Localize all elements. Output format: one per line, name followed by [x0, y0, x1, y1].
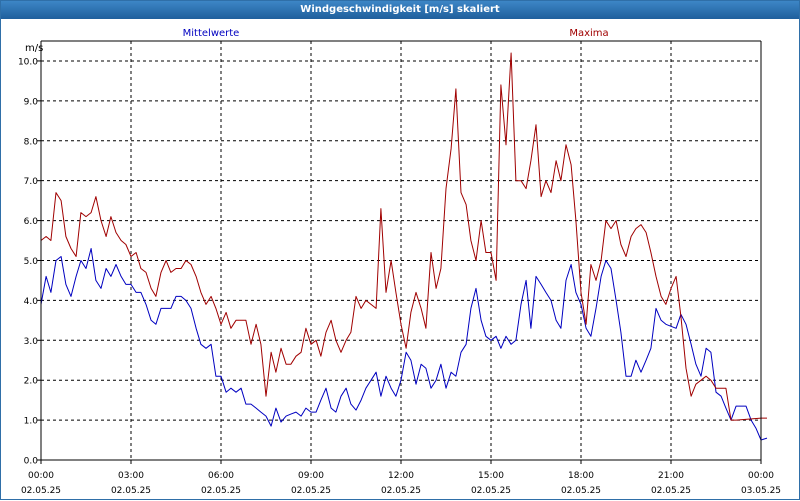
series-line-mittelwerte: [40, 248, 768, 441]
y-axis-unit: m/s: [25, 43, 43, 54]
x-tick-date: 03.05.25: [741, 486, 781, 496]
axes: 0.0 1.0 2.0 3.0 4.0 5.0 6.0 7.0 8.0 9.0 10.0 00:00 0…: [18, 40, 781, 496]
x-tick-time: 06:00: [208, 471, 234, 481]
y-tick-label: 9.0: [24, 97, 39, 107]
x-tick-date: 02.05.25: [111, 486, 151, 496]
x-tick-time: 00:00: [28, 471, 54, 481]
legend-mittelwerte: Mittelwerte: [183, 28, 240, 39]
x-tick-time: 03:00: [118, 471, 144, 481]
y-tick-label: 0.0: [24, 457, 39, 467]
x-tick-date: 02.05.25: [21, 486, 61, 496]
y-tick-label: 10.0: [18, 57, 38, 67]
x-tick-date: 02.05.25: [291, 486, 331, 496]
x-tick-date: 02.05.25: [471, 486, 511, 496]
y-tick-label: 3.0: [24, 337, 39, 347]
series-layer: [40, 52, 768, 441]
x-tick-time: 12:00: [388, 471, 414, 481]
y-tick-label: 8.0: [24, 137, 39, 147]
series-line-maxima: [40, 52, 767, 421]
grid: [41, 41, 761, 460]
y-tick-label: 5.0: [24, 257, 39, 267]
window-title: Windgeschwindigkeit [m/s] skaliert: [1, 1, 799, 19]
y-tick-label: 6.0: [24, 217, 39, 227]
x-tick-date: 02.05.25: [381, 486, 421, 496]
legend-maxima: Maxima: [569, 28, 608, 39]
x-tick-time: 15:00: [478, 471, 504, 481]
x-tick-time: 18:00: [568, 471, 594, 481]
x-tick-date: 02.05.25: [201, 486, 241, 496]
x-tick-time: 09:00: [298, 471, 324, 481]
x-tick-date: 02.05.25: [561, 486, 601, 496]
y-tick-label: 1.0: [24, 417, 39, 427]
y-tick-label: 7.0: [24, 177, 39, 187]
x-tick-date: 02.05.25: [651, 486, 691, 496]
x-tick-time: 21:00: [658, 471, 684, 481]
y-tick-label: 4.0: [24, 297, 39, 307]
y-tick-label: 2.0: [24, 377, 39, 387]
x-tick-time: 00:00: [748, 471, 774, 481]
